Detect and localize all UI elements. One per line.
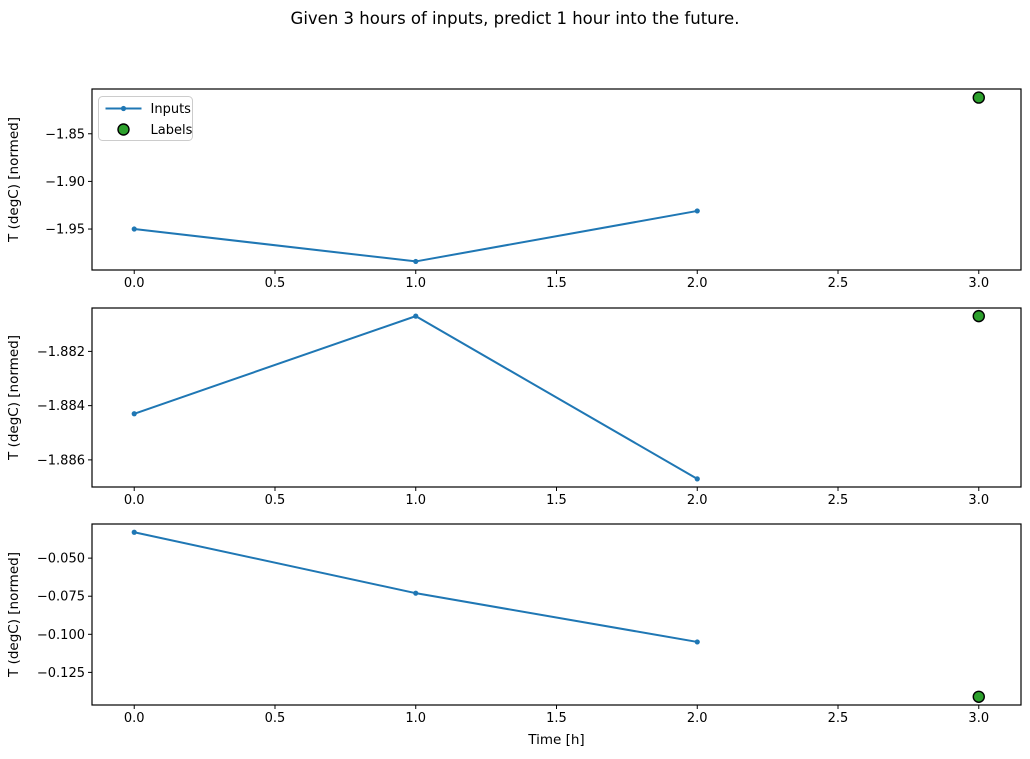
subplot-2: 0.0 0.5 1.0 1.5 2.0 2.5 3.0 −0.050 −0.075 −0.100 −… [6,523,1022,748]
y-tick-label: −1.882 [37,345,85,360]
x-tick-label: 1.5 [546,493,567,508]
inputs-marker [413,590,419,596]
y-axis-label: T (degC) [normed] [6,117,22,243]
axes-border [91,523,1022,706]
figure-title: Given 3 hours of inputs, predict 1 hour … [290,9,740,28]
labels-point [972,91,985,104]
axes-border [91,307,1022,488]
x-tick-label: 2.5 [828,493,849,508]
x-tick-label: 0.0 [124,276,145,291]
x-tick-label: 2.0 [687,711,708,726]
x-tick-label: 1.5 [546,711,567,726]
inputs-marker [413,313,419,319]
x-tick-label: 2.5 [828,711,849,726]
labels-point [972,309,985,323]
legend-inputs-marker-sample [120,105,127,112]
x-tick-label: 2.0 [687,276,708,291]
y-tick-label: −1.884 [37,399,85,414]
y-tick-label: −1.85 [45,127,85,142]
y-tick-label: −0.100 [37,628,85,643]
y-tick-label: −0.075 [37,590,85,605]
inputs-marker [694,639,700,645]
y-tick-label: −0.050 [37,552,85,567]
y-axis-label: T (degC) [normed] [6,335,22,461]
labels-point [972,690,985,703]
legend-labels-sample [117,123,130,136]
x-tick-label: 0.0 [124,711,145,726]
subplot-0: 0.0 0.5 1.0 1.5 2.0 2.5 3.0 −1.85 −1.90 −1.95 T (d… [6,88,1022,291]
x-axis-label: Time [h] [527,732,584,748]
x-tick-label: 2.0 [687,493,708,508]
legend: Inputs Labels [98,96,193,141]
x-tick-label: 0.5 [265,711,286,726]
y-tick-label: −1.95 [45,223,85,238]
x-tick-label: 3.0 [968,711,989,726]
x-tick-label: 3.0 [968,276,989,291]
x-tick-label: 0.0 [124,493,145,508]
inputs-line [133,531,699,643]
y-tick-label: −1.886 [37,453,85,468]
x-tick-label: 0.5 [265,493,286,508]
x-tick-label: 1.0 [405,711,426,726]
axes-border [91,88,1022,271]
x-tick-label: 2.5 [828,276,849,291]
y-tick-label: −1.90 [45,175,85,190]
inputs-line [133,209,699,263]
legend-label-labels: Labels [151,123,193,138]
legend-label-inputs: Inputs [151,102,192,117]
y-axis-label: T (degC) [normed] [6,552,22,678]
inputs-marker [694,208,700,214]
x-tick-label: 1.0 [405,276,426,291]
y-tick-label: −0.125 [37,666,85,681]
subplot-1: 0.0 0.5 1.0 1.5 2.0 2.5 3.0 −1.882 −1.884 −1.886 T… [6,307,1022,508]
inputs-line [133,315,699,480]
x-tick-label: 3.0 [968,493,989,508]
inputs-marker [413,258,419,265]
inputs-marker [131,226,137,232]
x-tick-label: 0.5 [265,276,286,291]
inputs-marker [131,529,137,535]
x-tick-label: 1.5 [546,276,567,291]
x-tick-label: 1.0 [405,493,426,508]
inputs-marker [694,476,700,482]
inputs-marker [131,411,137,417]
